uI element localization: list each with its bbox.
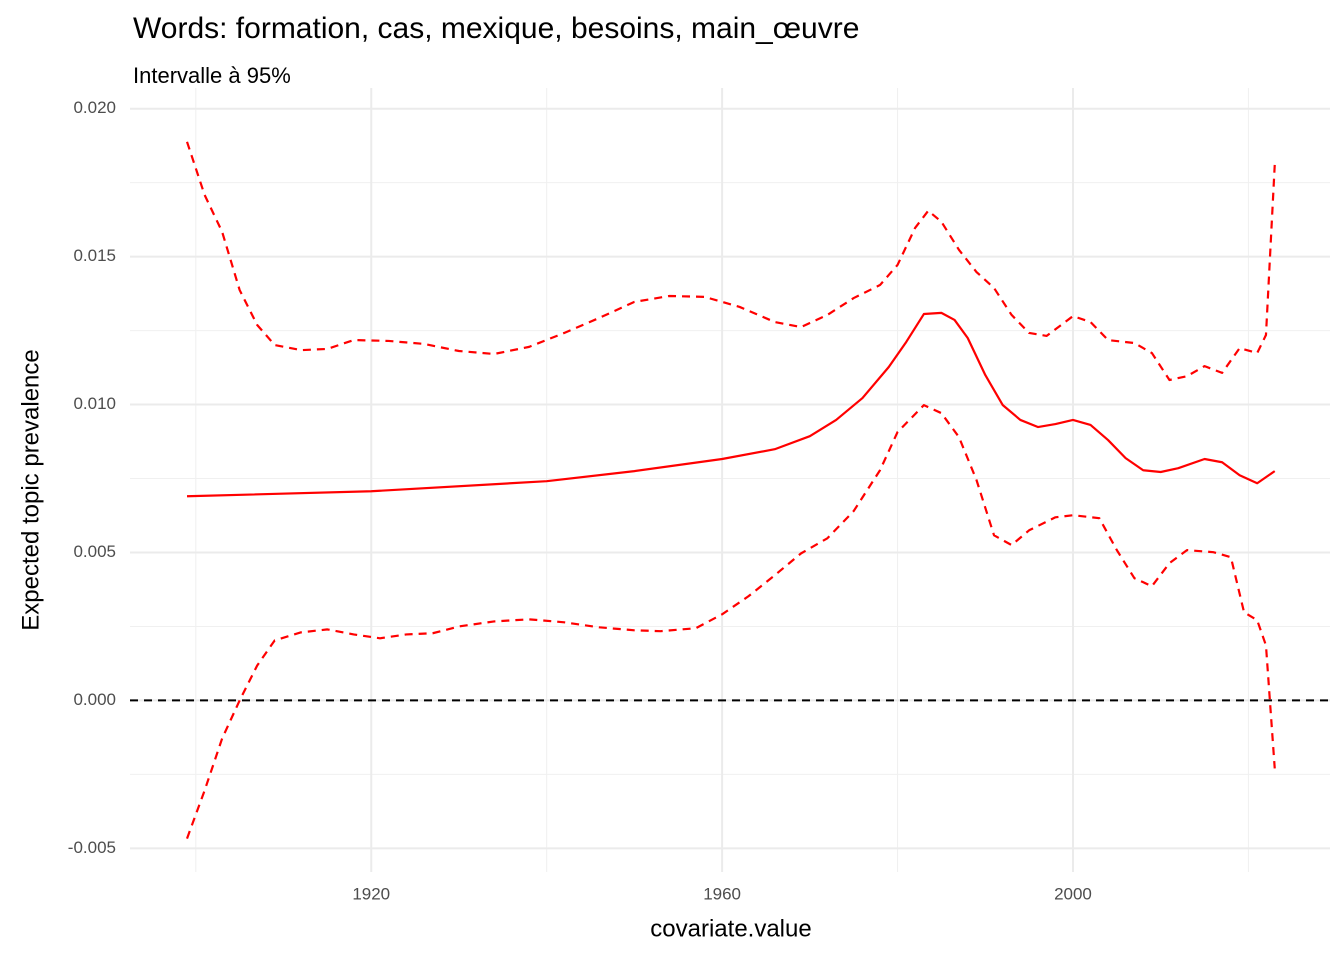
y-tick-label: 0.015 xyxy=(73,246,116,265)
x-axis-label: covariate.value xyxy=(650,915,811,942)
x-tick-label: 1960 xyxy=(703,884,741,903)
series-line xyxy=(185,404,1276,839)
chart-subtitle: Intervalle à 95% xyxy=(133,63,291,88)
y-tick-label: 0.000 xyxy=(73,690,116,709)
y-tick-label: 0.005 xyxy=(73,542,116,561)
y-tick-label: -0.005 xyxy=(68,838,116,857)
y-axis-label: Expected topic prevalence xyxy=(17,349,44,631)
y-tick-label: 0.020 xyxy=(73,98,116,117)
chart-title: Words: formation, cas, mexique, besoins,… xyxy=(133,12,859,45)
x-tick-label: 2000 xyxy=(1054,884,1092,903)
x-tick-label: 1920 xyxy=(352,884,390,903)
series-line xyxy=(185,141,1276,382)
y-tick-label: 0.010 xyxy=(73,394,116,413)
series-line xyxy=(186,311,1276,498)
